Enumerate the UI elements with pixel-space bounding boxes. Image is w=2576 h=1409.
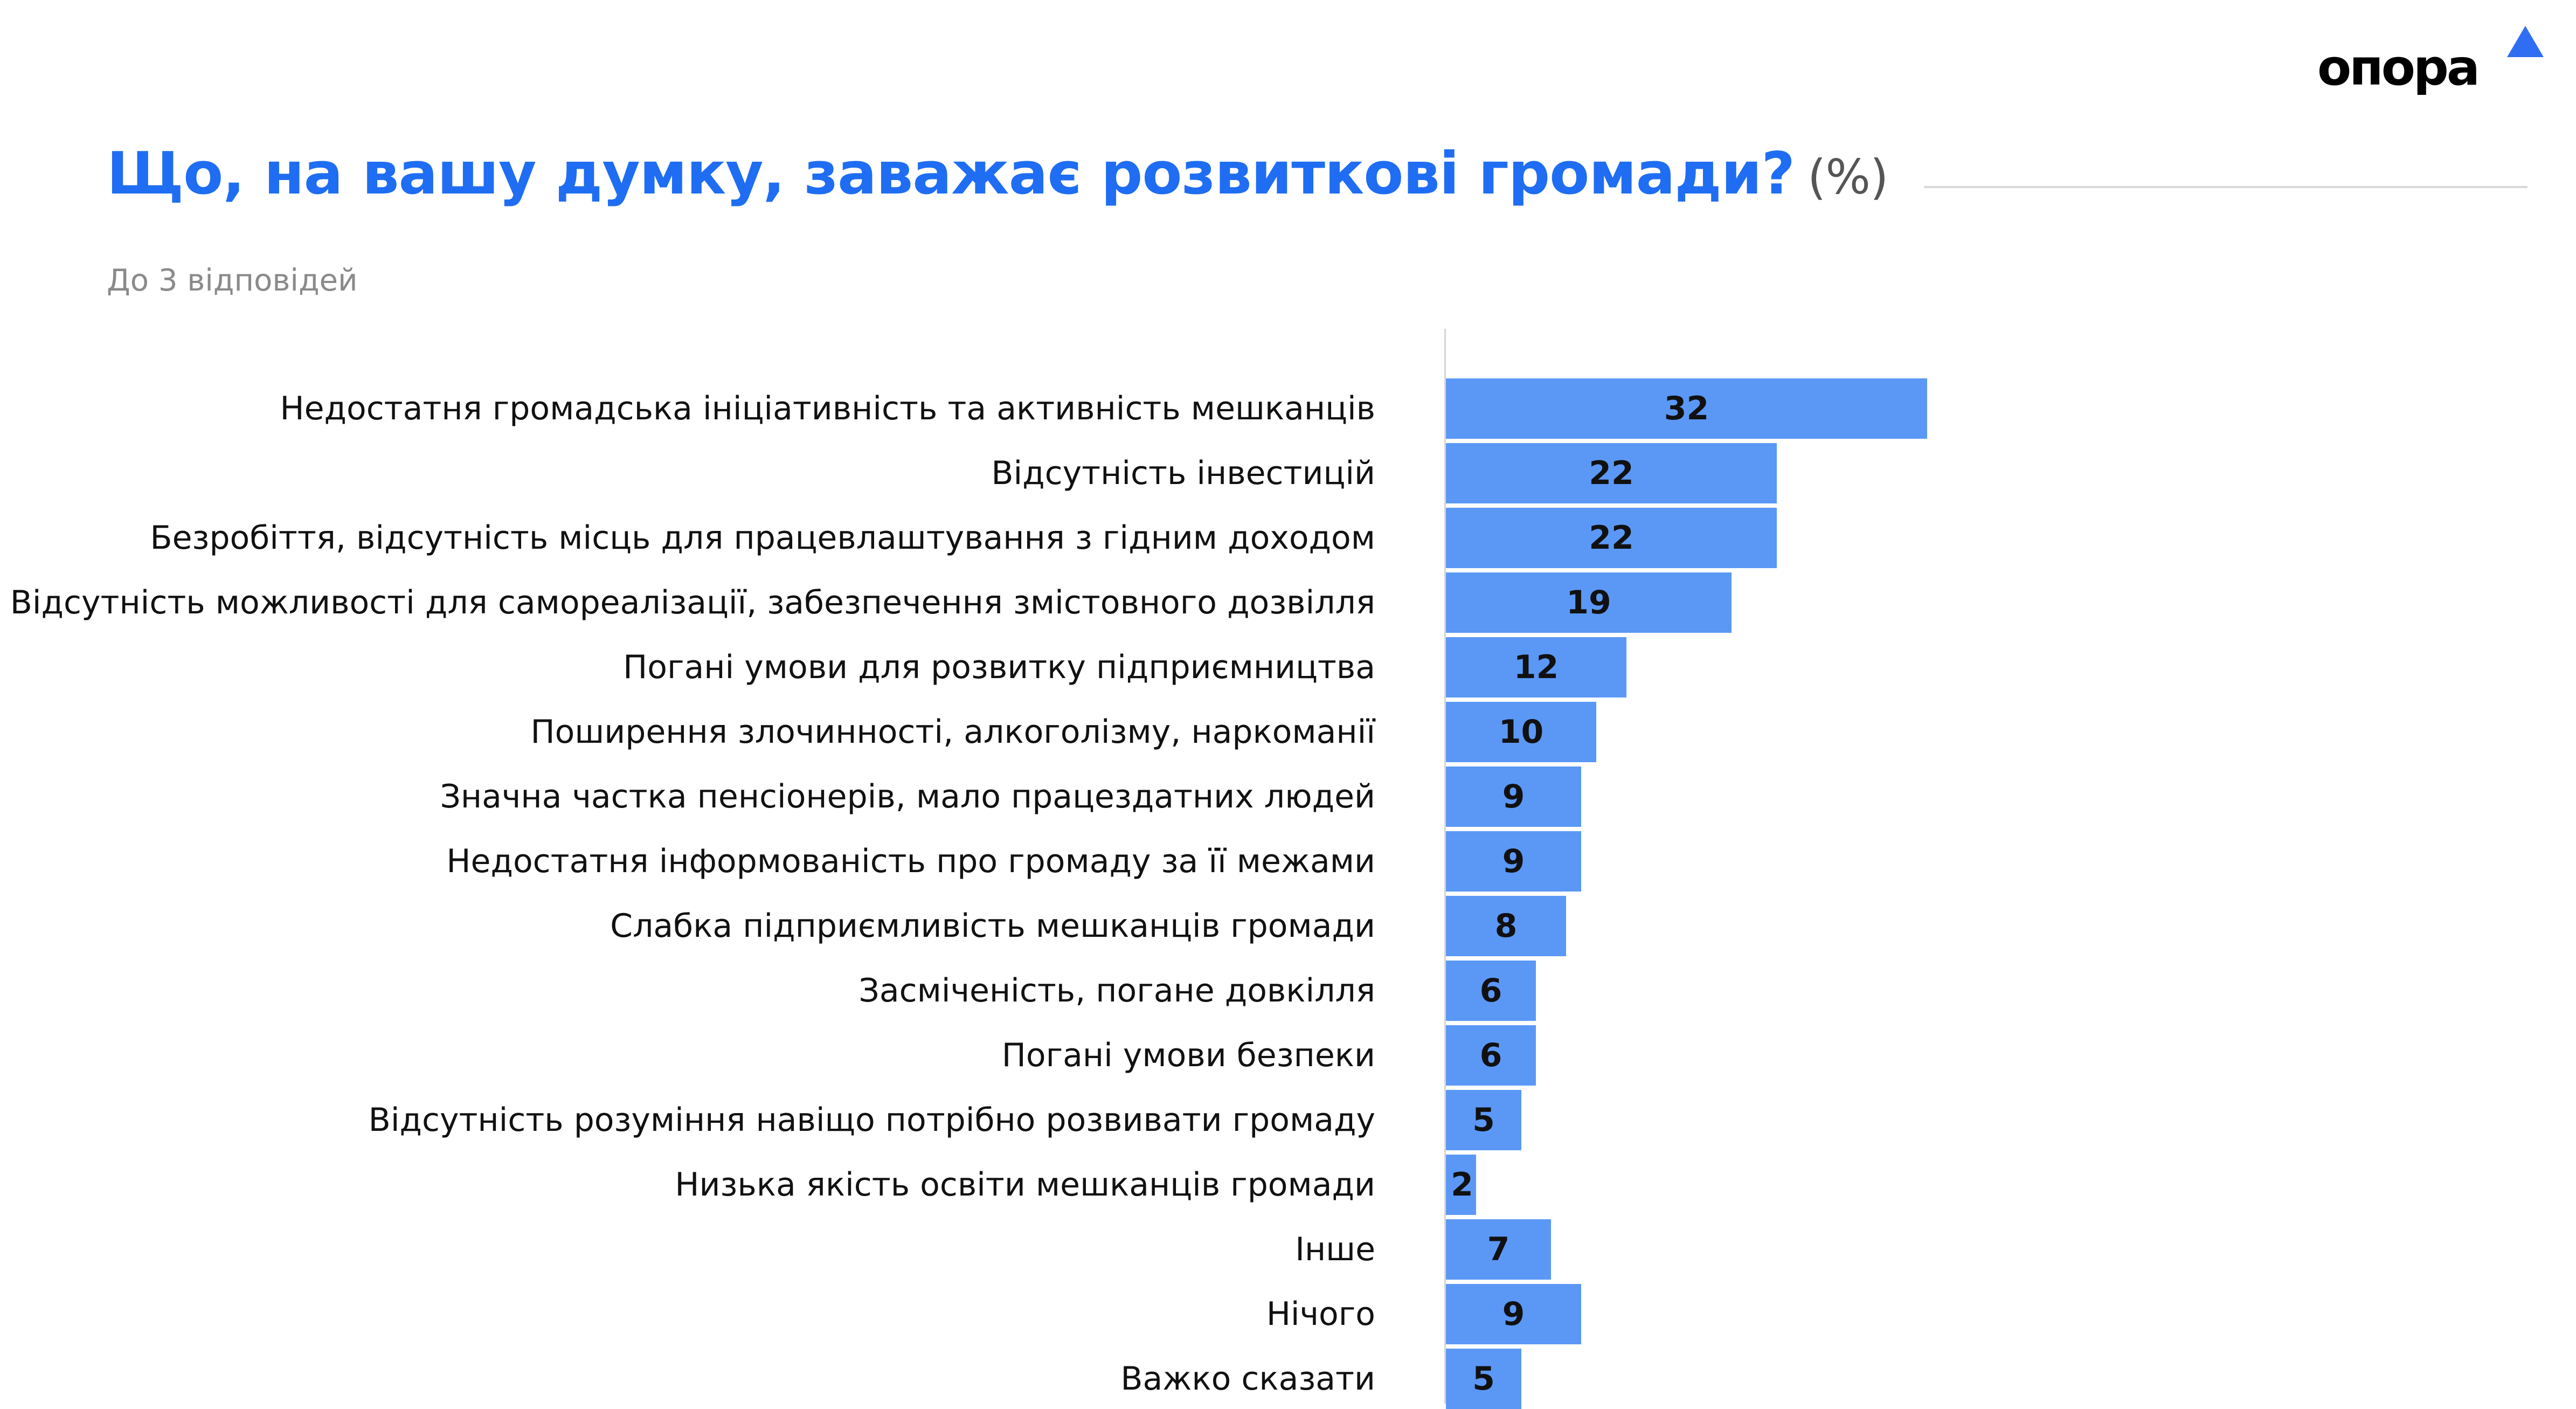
bar — [1446, 1284, 1581, 1344]
category-label: Безробіття, відсутність місць для працев… — [150, 519, 1375, 557]
bar-value-label: 5 — [1472, 1101, 1495, 1139]
category-label: Недостатня громадська ініціативність та … — [280, 390, 1375, 427]
bar-value-label: 32 — [1664, 390, 1709, 427]
category-label: Погані умови для розвитку підприємництва — [623, 648, 1375, 686]
opora-logo: опора — [2317, 22, 2544, 108]
category-label: Відсутність інвестицій — [991, 454, 1375, 492]
bar-value-label: 22 — [1589, 519, 1634, 557]
title-divider — [1924, 186, 2527, 188]
value-axis-line — [1444, 329, 1446, 1404]
bar-value-label: 8 — [1494, 907, 1518, 945]
bar — [1446, 508, 1777, 568]
bar — [1446, 378, 1927, 439]
bar — [1446, 831, 1581, 892]
category-label: Відсутність можливості для самореалізаці… — [10, 584, 1375, 621]
bar-value-label: 9 — [1502, 1295, 1525, 1333]
category-label: Погані умови безпеки — [1001, 1037, 1375, 1074]
bar — [1446, 1155, 1476, 1215]
bar — [1446, 766, 1581, 827]
bar-value-label: 7 — [1487, 1231, 1510, 1268]
category-label: Відсутність розуміння навіщо потрібно ро… — [368, 1101, 1375, 1139]
category-label: Інше — [1295, 1231, 1375, 1268]
bar-value-label: 12 — [1513, 648, 1559, 686]
bar-value-label: 5 — [1472, 1360, 1495, 1398]
logo-wordmark: опора — [2317, 39, 2480, 96]
bar-value-label: 19 — [1566, 584, 1611, 621]
category-label: Значна частка пенсіонерів, мало працезда… — [440, 778, 1375, 816]
category-label: Поширення злочинності, алкоголізму, нарк… — [530, 713, 1375, 751]
chart-title: Що, на вашу думку, заважає розвиткові гр… — [107, 140, 1888, 208]
bar — [1446, 1219, 1551, 1280]
bar-value-label: 6 — [1479, 1037, 1502, 1074]
bar-value-label: 10 — [1498, 713, 1544, 751]
bar — [1446, 1349, 1521, 1409]
bar — [1446, 896, 1566, 956]
category-label: Слабка підприємливість мешканців громади — [610, 907, 1375, 945]
category-label: Недостатня інформованість про громаду за… — [446, 842, 1375, 880]
chart-subtitle: До 3 відповідей — [107, 263, 358, 298]
bar — [1446, 637, 1626, 697]
chart-title-text: Що, на вашу думку, заважає розвиткові гр… — [107, 140, 1795, 208]
bar — [1446, 1025, 1536, 1086]
category-label: Низька якість освіти мешканців громади — [675, 1166, 1375, 1204]
category-label: Нічого — [1266, 1295, 1375, 1333]
bar-value-label: 9 — [1502, 842, 1525, 880]
bar-value-label: 2 — [1451, 1166, 1473, 1204]
logo-triangle-icon — [2507, 26, 2544, 57]
bar-value-label: 22 — [1589, 454, 1634, 492]
chart-unit: (%) — [1808, 149, 1888, 205]
bar-value-label: 6 — [1479, 972, 1502, 1010]
bar — [1446, 572, 1732, 633]
bar — [1446, 961, 1536, 1021]
bar — [1446, 443, 1777, 503]
category-label: Важко сказати — [1120, 1360, 1375, 1398]
bar-value-label: 9 — [1502, 778, 1525, 816]
bar — [1446, 1090, 1521, 1150]
bar — [1446, 702, 1596, 762]
category-label: Засміченість, погане довкілля — [858, 972, 1375, 1010]
